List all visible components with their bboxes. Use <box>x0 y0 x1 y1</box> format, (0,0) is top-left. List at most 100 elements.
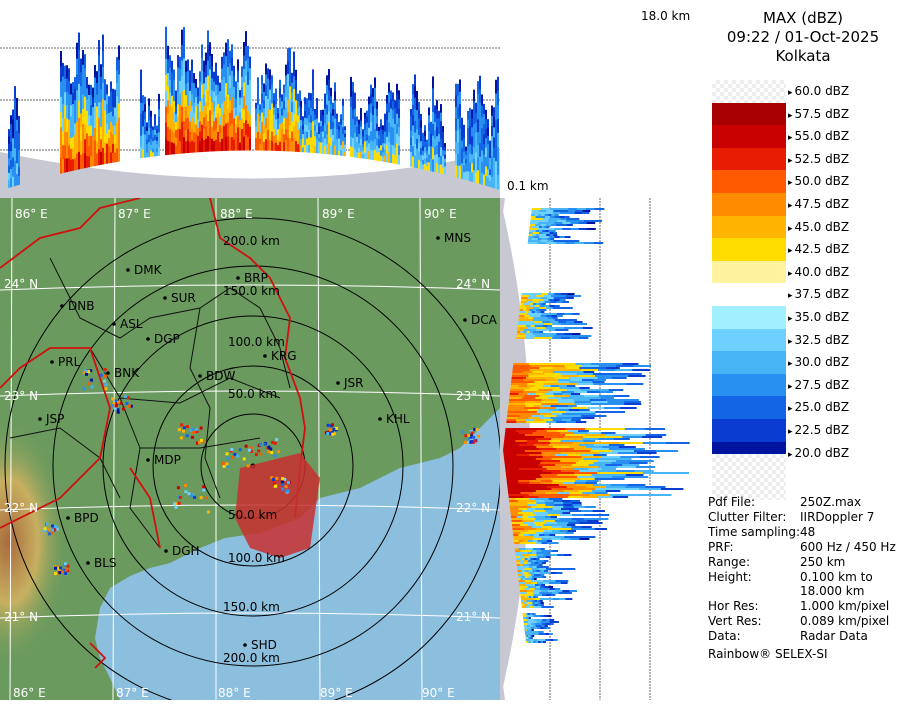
top-echo-cell <box>259 127 261 134</box>
right-echo-cell <box>554 504 564 506</box>
top-echo-cell <box>283 117 285 127</box>
top-echo-cell <box>283 92 285 102</box>
top-echo-cell <box>10 133 12 143</box>
top-echo-cell <box>396 113 398 125</box>
top-echo-cell <box>257 140 259 151</box>
right-echo-cell <box>588 464 606 466</box>
top-echo-cell <box>485 175 487 186</box>
top-echo-cell <box>205 126 207 140</box>
right-echo-cell <box>540 602 544 604</box>
right-echo-cell <box>574 321 583 323</box>
top-echo-cell <box>378 147 380 153</box>
top-echo-cell <box>146 135 148 141</box>
top-echo-cell <box>187 71 189 84</box>
lat-label-left: 22° N <box>4 501 38 515</box>
top-echo-cell <box>364 146 366 154</box>
right-echo-cell <box>601 432 616 434</box>
top-echo-cell <box>98 102 100 119</box>
top-echo-cell <box>211 126 213 140</box>
scale-swatch <box>712 170 786 194</box>
top-echo-cell <box>271 103 273 114</box>
top-echo-cell <box>12 176 14 187</box>
top-echo-cell <box>310 100 312 109</box>
top-echo-cell <box>215 128 217 141</box>
top-echo-cell <box>18 124 20 134</box>
top-echo-cell <box>179 117 181 130</box>
top-echo-cell <box>316 125 318 133</box>
right-echo-cell <box>541 542 548 544</box>
top-echo-cell <box>177 67 179 81</box>
top-echo-cell <box>390 90 392 101</box>
top-echo-cell <box>326 85 328 96</box>
top-echo-cell <box>424 136 426 143</box>
right-echo-cell <box>573 432 589 434</box>
right-echo-cell <box>554 222 563 224</box>
top-echo-cell <box>146 139 148 145</box>
top-echo-cell <box>275 142 277 151</box>
right-echo-cell <box>550 417 562 419</box>
top-echo-cell <box>16 141 18 153</box>
right-echo-cell <box>556 333 565 335</box>
right-echo-cell <box>608 373 626 375</box>
right-echo-cell <box>545 502 555 504</box>
right-echo-cell <box>569 381 582 383</box>
right-echo-cell <box>546 627 551 629</box>
right-echo-cell <box>564 236 571 238</box>
right-echo-cell <box>555 498 563 500</box>
right-echo-cell <box>633 450 657 452</box>
right-echo-cell <box>645 434 667 436</box>
top-echo-cell <box>312 131 314 143</box>
top-echo-cell <box>428 123 430 132</box>
right-echo-cell <box>625 486 646 488</box>
top-echo-cell <box>322 120 324 127</box>
top-echo-cell <box>444 170 446 175</box>
right-echo-cell <box>532 602 536 604</box>
right-echo-cell <box>504 434 526 436</box>
top-echo-cell <box>491 105 493 117</box>
right-echo-cell <box>521 574 525 576</box>
top-echo-cell <box>471 163 473 173</box>
right-echo-cell <box>609 383 627 385</box>
right-echo-cell <box>536 627 541 629</box>
top-echo-cell <box>78 32 80 51</box>
top-echo-cell <box>308 92 310 101</box>
top-echo-cell <box>203 128 205 141</box>
right-echo-bars <box>503 208 690 643</box>
top-echo-cell <box>261 75 263 86</box>
right-echo-cell <box>510 510 523 512</box>
right-echo-cell <box>528 417 540 419</box>
right-echo-cell <box>550 405 560 407</box>
top-echo-cell <box>112 125 114 136</box>
top-echo-cell <box>243 96 245 111</box>
top-echo-cell <box>493 167 495 179</box>
range-ring <box>4 217 500 700</box>
top-echo-cell <box>316 139 318 147</box>
top-echo-cell <box>209 137 211 152</box>
top-echo-cell <box>390 117 392 128</box>
top-echo-cell <box>414 144 416 157</box>
top-echo-cell <box>221 56 223 69</box>
top-echo-cell <box>299 90 301 99</box>
right-echo-cell <box>554 228 563 230</box>
right-echo-cell <box>528 584 533 586</box>
top-echo-cell <box>237 104 239 117</box>
map-echo-cell <box>267 450 271 454</box>
right-echo-cell <box>540 574 545 576</box>
top-echo-cell <box>114 107 116 118</box>
top-echo-cell <box>217 131 219 142</box>
right-echo-cell <box>550 301 558 303</box>
top-echo-cell <box>209 55 211 70</box>
height-top-label: 18.0 km <box>641 9 691 23</box>
right-echo-cell <box>538 631 542 633</box>
top-echo-cell <box>489 157 491 165</box>
right-echo-cell <box>536 446 554 448</box>
top-echo-cell <box>118 146 120 162</box>
right-echo-cell <box>635 466 656 468</box>
top-echo-cell <box>14 135 16 149</box>
map-echo-cell <box>57 569 61 573</box>
top-echo-cell <box>183 58 185 75</box>
right-echo-cell <box>529 602 533 604</box>
right-echo-cell <box>533 639 539 641</box>
top-echo-cell <box>98 39 100 57</box>
right-echo-cell <box>547 293 555 295</box>
